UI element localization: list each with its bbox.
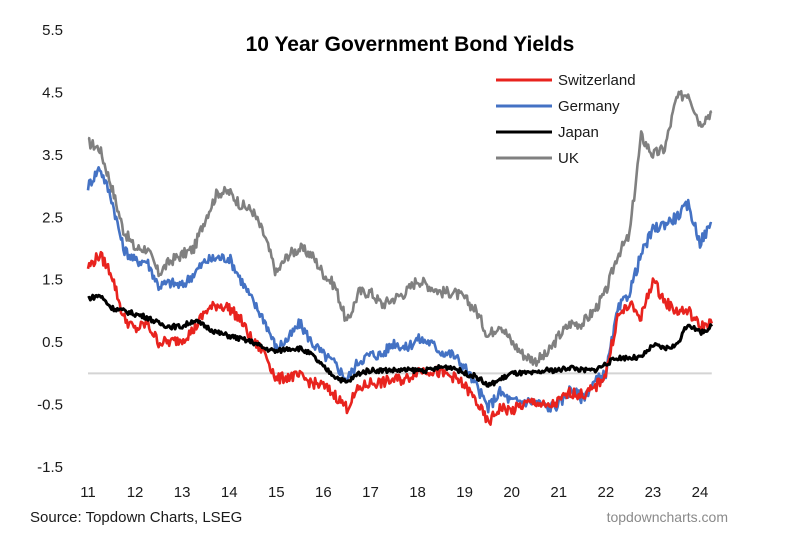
x-tick-label: 21 [550, 484, 567, 501]
x-tick-label: 11 [80, 484, 96, 501]
series-line-switzerland [86, 250, 714, 426]
y-axis: 5.5 4.5 3.5 2.5 1.5 0.5 -0.5 -1.5 [37, 22, 63, 476]
y-tick-label: 5.5 [42, 22, 63, 39]
legend-label-switzerland: Switzerland [558, 72, 636, 89]
x-tick-label: 16 [315, 484, 332, 501]
y-tick-label: 0.5 [42, 334, 63, 351]
legend-label-uk: UK [558, 150, 579, 167]
series-line-uk [87, 89, 713, 368]
watermark: topdowncharts.com [607, 509, 728, 525]
x-tick-label: 13 [174, 484, 191, 501]
x-tick-label: 17 [362, 484, 379, 501]
x-tick-label: 24 [692, 484, 709, 501]
x-tick-label: 18 [409, 484, 426, 501]
series-lines [86, 89, 714, 426]
x-tick-label: 22 [598, 484, 615, 501]
x-tick-label: 20 [503, 484, 520, 501]
y-tick-label: 2.5 [42, 209, 63, 226]
legend-label-germany: Germany [558, 98, 620, 115]
chart-title: 10 Year Government Bond Yields [246, 33, 575, 56]
x-tick-label: 15 [268, 484, 285, 501]
y-tick-label: -1.5 [37, 459, 63, 476]
series-line-japan [87, 293, 714, 388]
y-tick-label: 1.5 [42, 272, 63, 289]
source-note: Source: Topdown Charts, LSEG [30, 509, 242, 526]
legend-label-japan: Japan [558, 124, 599, 141]
y-tick-label: 3.5 [42, 147, 63, 164]
x-axis: 11 12 13 14 15 16 17 18 19 20 21 22 23 24 [80, 484, 708, 501]
x-tick-label: 23 [645, 484, 662, 501]
y-tick-label: -0.5 [37, 397, 63, 414]
x-tick-label: 12 [127, 484, 144, 501]
y-tick-label: 4.5 [42, 84, 63, 101]
x-tick-label: 19 [456, 484, 473, 501]
legend: Switzerland Germany Japan UK [496, 72, 636, 167]
x-tick-label: 14 [221, 484, 238, 501]
